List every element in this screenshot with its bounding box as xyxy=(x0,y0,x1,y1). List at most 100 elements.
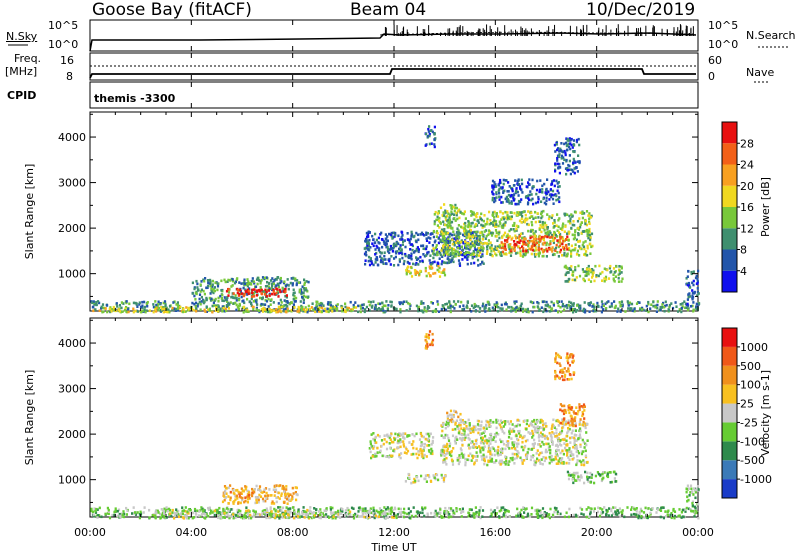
heatmap-cell xyxy=(336,307,339,310)
heatmap-cell xyxy=(155,511,158,514)
heatmap-cell xyxy=(211,511,214,514)
heatmap-cell xyxy=(603,279,606,283)
heatmap-cell xyxy=(248,287,251,290)
heatmap-cell xyxy=(168,310,171,314)
heatmap-cell xyxy=(495,192,498,196)
heatmap-cell xyxy=(443,444,446,447)
heatmap-cell xyxy=(557,166,560,170)
heatmap-cell xyxy=(469,231,472,235)
heatmap-cell xyxy=(448,224,451,228)
heatmap-cell xyxy=(619,515,622,518)
heatmap-cell xyxy=(663,305,666,309)
heatmap-cell xyxy=(416,233,420,236)
heatmap-cell xyxy=(410,514,414,518)
heatmap-cell xyxy=(430,511,433,515)
heatmap-cell xyxy=(439,240,442,243)
heatmap-cell xyxy=(548,230,551,233)
heatmap-cell xyxy=(187,306,190,310)
heatmap-cell xyxy=(437,310,441,313)
heatmap-cell xyxy=(332,309,335,313)
heatmap-cell xyxy=(486,441,489,445)
heatmap-cell xyxy=(220,516,223,519)
heatmap-cell xyxy=(420,474,423,478)
heatmap-cell xyxy=(578,160,581,163)
heatmap-cell xyxy=(159,302,162,306)
heatmap-cell xyxy=(476,212,479,215)
heatmap-cell xyxy=(257,512,261,516)
heatmap-cell xyxy=(565,137,568,140)
heatmap-cell xyxy=(455,213,458,217)
heatmap-cell xyxy=(522,249,525,253)
heatmap-cell xyxy=(539,224,542,227)
heatmap-cell xyxy=(386,245,389,249)
heatmap-cell xyxy=(619,304,622,308)
heatmap-cell xyxy=(404,480,407,483)
heatmap-cell xyxy=(695,274,698,278)
heatmap-cell xyxy=(569,219,572,223)
heatmap-cell xyxy=(145,309,148,312)
heatmap-cell xyxy=(484,434,487,438)
heatmap-cell xyxy=(274,488,278,492)
heatmap-cell xyxy=(215,281,218,284)
heatmap-cell xyxy=(425,247,428,251)
heatmap-cell xyxy=(496,215,500,218)
heatmap-cell xyxy=(610,305,613,308)
heatmap-cell xyxy=(390,432,393,436)
heatmap-cell xyxy=(285,497,289,501)
heatmap-cell xyxy=(587,506,590,509)
heatmap-cell xyxy=(467,255,470,258)
heatmap-cell xyxy=(480,212,483,216)
heatmap-cell xyxy=(329,508,332,511)
heatmap-cell xyxy=(415,452,418,456)
heatmap-cell xyxy=(193,302,196,306)
heatmap-cell xyxy=(536,457,539,461)
heatmap-cell xyxy=(367,235,370,238)
heatmap-cell xyxy=(423,254,426,258)
heatmap-cell xyxy=(497,189,500,192)
heatmap-cell xyxy=(216,511,219,514)
heatmap-cell xyxy=(244,288,247,292)
heatmap-cell xyxy=(285,300,288,303)
heatmap-cell xyxy=(516,179,519,183)
heatmap-cell xyxy=(357,310,360,314)
heatmap-cell xyxy=(605,512,608,516)
heatmap-cell xyxy=(559,306,562,309)
heatmap-cell xyxy=(457,242,460,245)
heatmap-cell xyxy=(582,440,585,444)
heatmap-cell xyxy=(563,230,566,233)
noise-sky-trace xyxy=(89,32,697,52)
heatmap-cell xyxy=(539,509,542,513)
heatmap-cell xyxy=(460,448,463,452)
heatmap-cell xyxy=(311,511,314,515)
heatmap-cell xyxy=(553,221,556,224)
heatmap-cell xyxy=(330,512,333,515)
heatmap-cell xyxy=(587,302,590,305)
heatmap-cell xyxy=(480,455,483,458)
date-title: 10/Dec/2019 xyxy=(586,0,696,20)
heatmap-cell xyxy=(491,184,494,188)
heatmap-cell xyxy=(493,210,496,214)
heatmap-cell xyxy=(380,231,383,235)
heatmap-cell xyxy=(593,507,596,510)
heatmap-cell xyxy=(545,187,548,191)
heatmap-cell xyxy=(492,193,495,196)
heatmap-cell xyxy=(294,511,297,514)
heatmap-cell xyxy=(460,300,463,304)
heatmap-cell xyxy=(580,221,583,224)
heatmap-cell xyxy=(419,269,422,273)
heatmap-cell xyxy=(521,211,524,214)
heatmap-cell xyxy=(572,143,575,146)
heatmap-cell xyxy=(206,284,210,288)
heatmap-cell xyxy=(214,297,217,301)
heatmap-cell xyxy=(239,512,242,516)
heatmap-cell xyxy=(472,244,475,247)
heatmap-cell xyxy=(386,239,389,243)
heatmap-cell xyxy=(507,510,510,513)
heatmap-cell xyxy=(116,509,119,513)
heatmap-cell xyxy=(275,500,278,504)
heatmap-cell xyxy=(478,306,481,310)
heatmap-cell xyxy=(253,295,256,298)
heatmap-cell xyxy=(695,307,698,310)
heatmap-cell xyxy=(253,490,256,494)
heatmap-cell xyxy=(683,300,686,303)
